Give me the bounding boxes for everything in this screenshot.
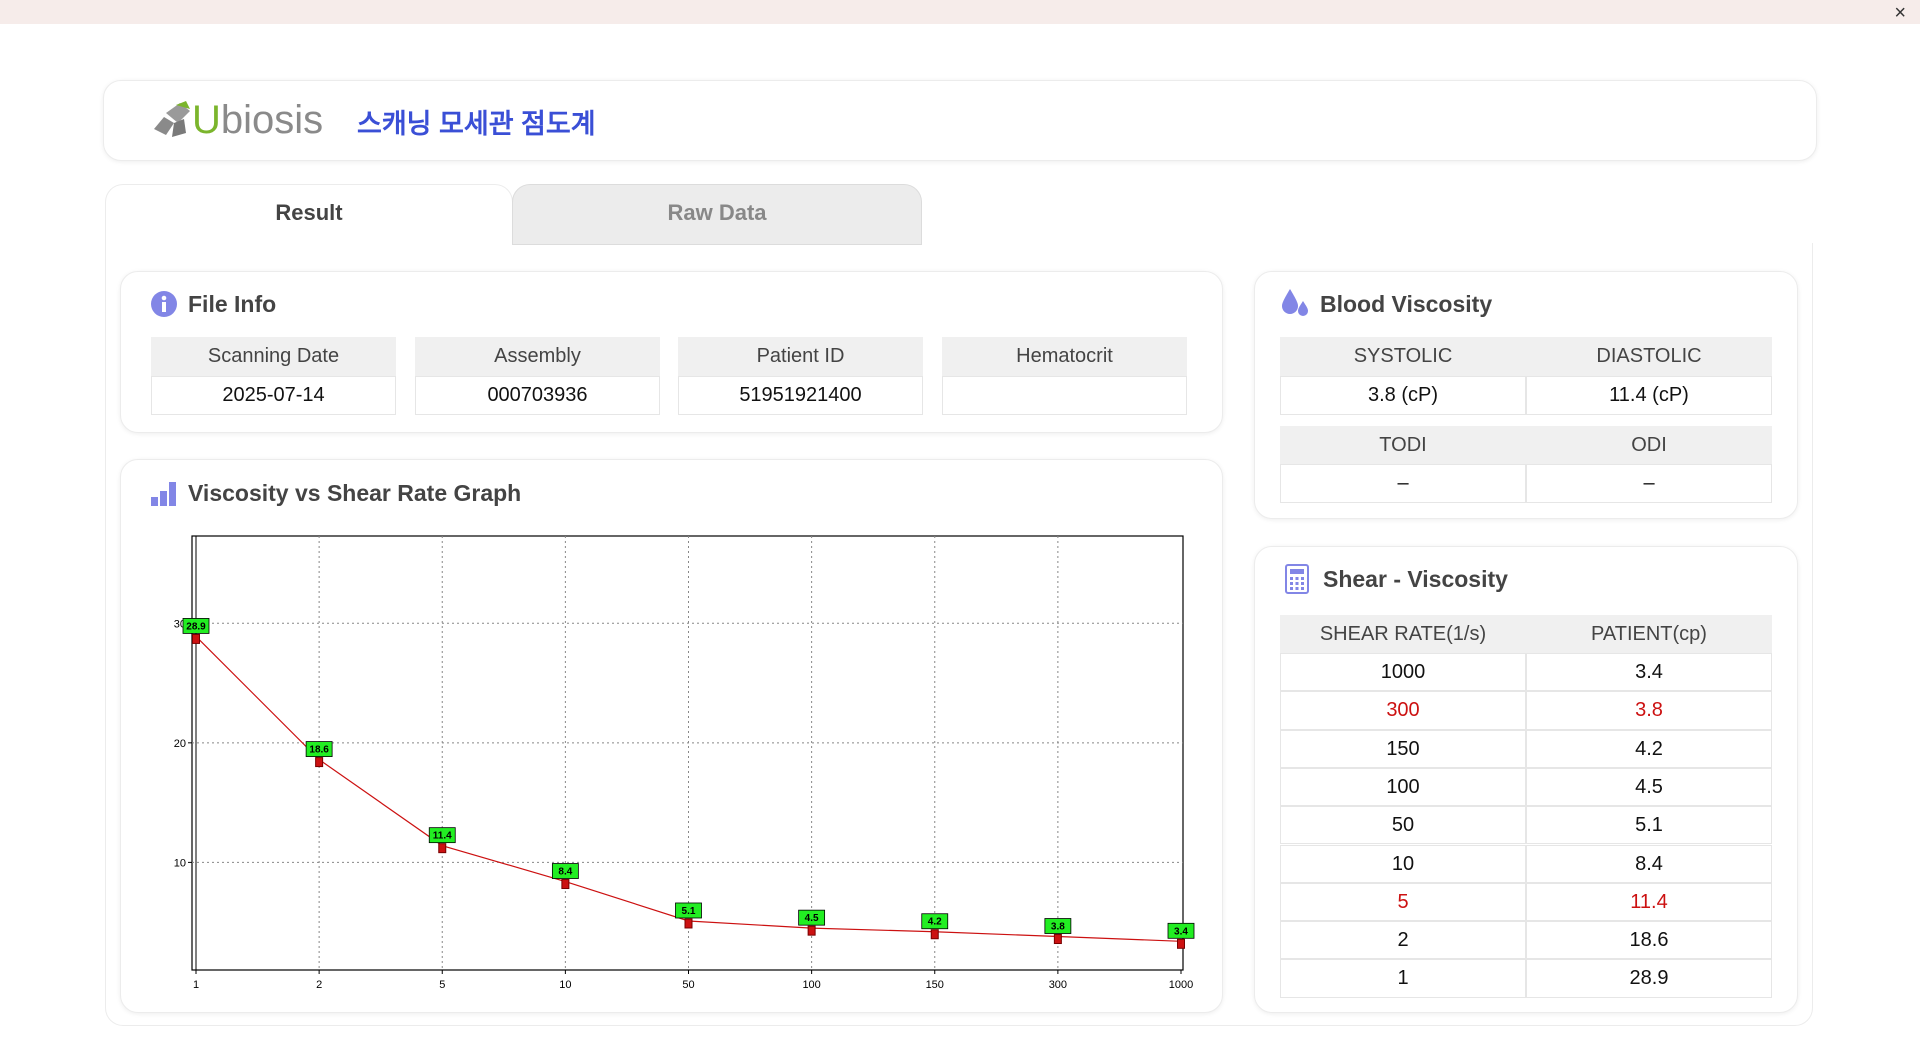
table-cell: 10 <box>1280 844 1526 883</box>
plot-area <box>191 535 1184 971</box>
table-cell: 50 <box>1280 806 1526 845</box>
table-cell: – <box>1280 464 1526 503</box>
data-label-box <box>1167 922 1195 939</box>
data-label: 3.8 <box>1051 922 1065 933</box>
data-label: 8.4 <box>558 867 572 878</box>
x-tick-label: 10 <box>559 979 571 991</box>
table-cell: 8.4 <box>1526 844 1772 883</box>
data-label: 5.1 <box>682 906 696 917</box>
table-cell: 4.2 <box>1526 729 1772 768</box>
data-point <box>930 929 939 940</box>
table-cell: 150 <box>1280 729 1526 768</box>
data-label-box <box>428 827 456 844</box>
x-tick-label: 300 <box>1049 979 1067 991</box>
table-cell: 5 <box>1280 882 1526 922</box>
calculator-icon <box>1285 564 1309 594</box>
table-cell <box>942 376 1187 415</box>
table-header: SHEAR RATE(1/s) <box>1280 615 1526 653</box>
table-header: ODI <box>1526 426 1772 464</box>
data-point <box>807 925 816 936</box>
table-cell: 100 <box>1280 767 1526 807</box>
data-label: 3.4 <box>1174 926 1188 937</box>
data-point <box>684 918 693 929</box>
table-cell: 5.1 <box>1526 806 1772 845</box>
data-label-box <box>551 863 579 879</box>
table-cell: 51951921400 <box>678 376 923 415</box>
x-tick-label: 5 <box>439 979 445 991</box>
tab-panel <box>105 243 1813 1026</box>
data-label: 4.2 <box>928 917 942 928</box>
table-cell: 11.4 <box>1526 882 1772 922</box>
y-tick-label: 10 <box>174 857 186 869</box>
tab-raw-data[interactable]: Raw Data <box>512 184 922 245</box>
data-label-box <box>305 741 333 757</box>
table-cell: 3.8 <box>1526 691 1772 730</box>
data-point <box>1053 934 1062 945</box>
y-tick-label: 20 <box>174 738 186 750</box>
data-label-box <box>1044 918 1072 934</box>
data-label: 18.6 <box>309 745 329 756</box>
x-tick-label: 2 <box>316 979 322 991</box>
data-point <box>1177 938 1185 949</box>
table-cell: 4.5 <box>1526 767 1772 807</box>
table-header: SYSTOLIC <box>1280 337 1526 376</box>
x-tick-label: 1 <box>193 979 199 991</box>
table-cell: 300 <box>1280 691 1526 730</box>
table-header: Hematocrit <box>942 337 1187 376</box>
data-label: 28.9 <box>186 621 206 632</box>
table-header: DIASTOLIC <box>1526 337 1772 376</box>
data-label-box <box>675 902 702 919</box>
data-label-box <box>921 913 949 930</box>
x-tick-label: 100 <box>802 979 820 991</box>
data-point <box>561 879 570 890</box>
table-header: Patient ID <box>678 337 923 376</box>
data-label-box <box>798 909 826 926</box>
data-point <box>315 757 324 768</box>
file-info-title: File Info <box>188 291 277 317</box>
table-header: Scanning Date <box>151 337 396 376</box>
table-cell: 28.9 <box>1526 959 1772 998</box>
graph-title: Viscosity vs Shear Rate Graph <box>188 480 522 506</box>
app-title: 스캐닝 모세관 점도계 <box>357 109 596 139</box>
table-cell: – <box>1526 464 1772 503</box>
table-cell: 18.6 <box>1526 921 1772 960</box>
data-point <box>192 633 200 644</box>
table-cell: 1 <box>1280 959 1526 998</box>
table-header: Assembly <box>415 337 660 376</box>
x-tick-label: 1000 <box>1169 979 1193 991</box>
table-cell: 3.8 (cP) <box>1280 376 1526 415</box>
table-cell: 1000 <box>1280 653 1526 692</box>
table-header: TODI <box>1280 426 1526 464</box>
table-cell: 11.4 (cP) <box>1526 376 1772 415</box>
table-cell: 000703936 <box>415 376 660 415</box>
x-tick-label: 50 <box>682 979 694 991</box>
data-label: 11.4 <box>433 831 452 842</box>
shear-viscosity-title: Shear - Viscosity <box>1323 566 1508 592</box>
data-label: 4.5 <box>805 913 819 924</box>
logo: Ubiosis <box>192 98 324 142</box>
logo-icon <box>154 101 190 137</box>
x-tick-label: 150 <box>926 979 944 991</box>
header-card <box>103 80 1817 161</box>
close-button[interactable]: × <box>1894 2 1906 24</box>
info-icon <box>151 291 177 317</box>
blood-viscosity-title: Blood Viscosity <box>1320 291 1493 317</box>
data-point <box>438 843 447 854</box>
table-cell: 3.4 <box>1526 653 1772 692</box>
tab-result[interactable]: Result <box>105 184 513 245</box>
graph-icon <box>151 482 176 506</box>
data-label-box <box>182 618 210 634</box>
table-cell: 2025-07-14 <box>151 376 396 415</box>
table-header: PATIENT(cp) <box>1526 615 1772 653</box>
drop-icon <box>1282 289 1308 316</box>
table-cell: 2 <box>1280 921 1526 960</box>
window-bar <box>0 0 1920 24</box>
